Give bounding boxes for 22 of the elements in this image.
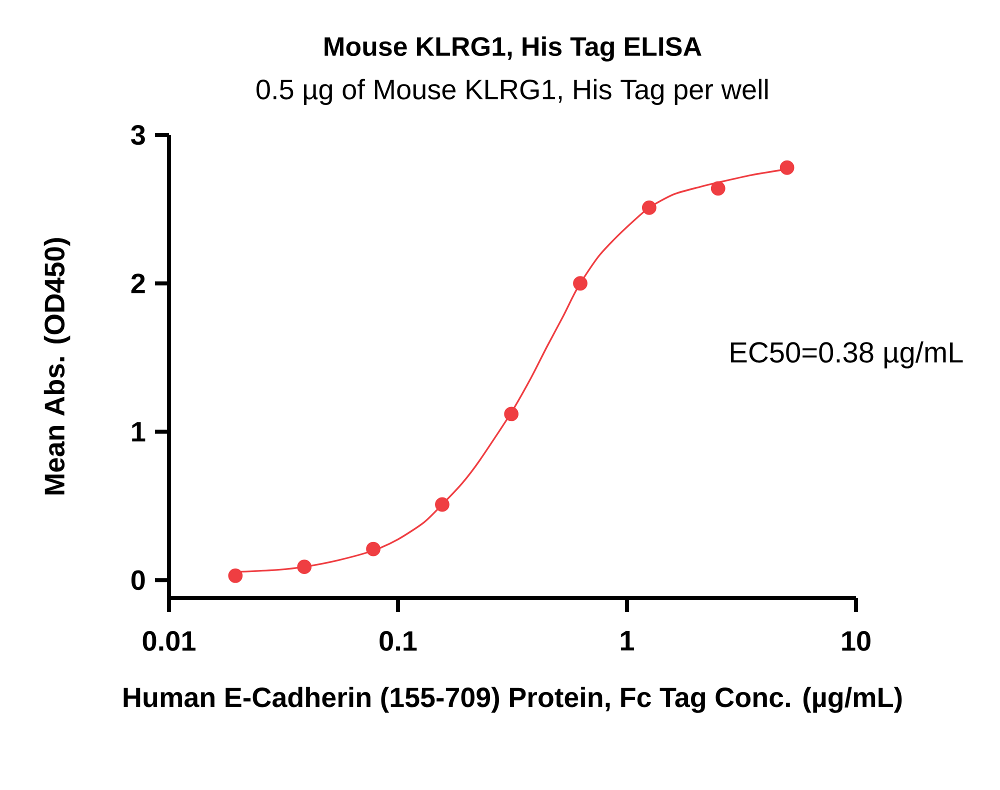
y-tick-label: 1 [132,422,146,442]
point [780,160,794,175]
point [710,181,726,196]
point [366,542,380,556]
point [642,200,656,215]
point [228,568,243,583]
point [297,560,312,574]
x-tick-label: 0.01 [142,631,196,651]
annotation: EC50=0.38 µg/mL [731,341,963,368]
x-tick-label: 1 [620,631,634,650]
y-axis-title: Mean Abs. (OD450) [44,238,70,494]
y-tick-label: 0 [131,570,145,590]
x-tick-label: 10 [842,631,870,651]
chart-subtitle: 0.5 µg of Mouse KLRG1, His Tag per well [256,78,768,105]
point [573,276,588,291]
y-tick-label: 2 [131,274,145,294]
point [435,497,450,512]
point [504,406,519,422]
x-axis-title: Human E-Cadherin (155-709) Protein, Fc Tag Conc. (µg/mL) [124,686,902,713]
x-tick-label: 0.1 [380,631,417,651]
y-tick-label: 3 [131,125,145,145]
chart-title: Mouse KLRG1, His Tag ELISA [324,36,702,62]
